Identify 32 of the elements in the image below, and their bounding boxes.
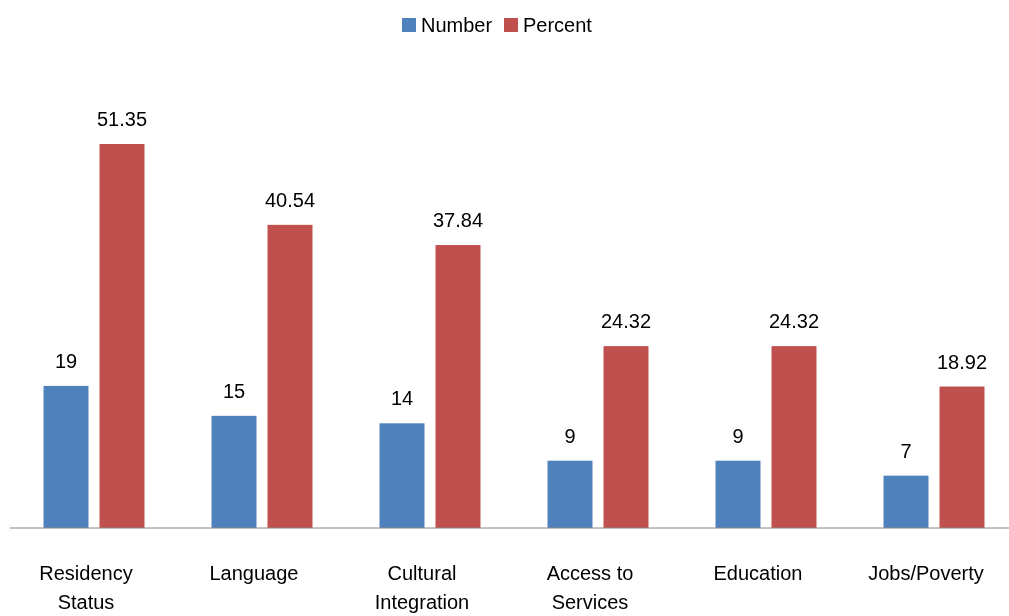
legend-label: Number [421, 14, 493, 36]
x-tick-label: Cultural Integration [374, 562, 470, 613]
data-label: 15 [222, 379, 246, 402]
data-label: 9 [564, 424, 576, 447]
data-label: 37.84 [432, 209, 484, 232]
bar [435, 245, 481, 528]
bar [939, 386, 985, 528]
bar [883, 475, 929, 528]
data-label: 40.54 [264, 188, 316, 211]
bar [547, 460, 593, 528]
data-label: 14 [390, 387, 414, 410]
data-label: 7 [900, 439, 912, 462]
x-tick-label: Language [209, 562, 299, 584]
data-label: 9 [732, 424, 744, 447]
data-label: 51.35 [96, 108, 148, 130]
bar [267, 224, 313, 528]
data-label: 24.32 [768, 310, 820, 333]
bar [43, 385, 89, 528]
bar [715, 460, 761, 528]
data-label: 19 [54, 349, 78, 372]
bar [603, 346, 649, 528]
data-label: 24.32 [600, 310, 652, 333]
x-tick-label: Jobs/Poverty [868, 562, 984, 584]
x-tick-label: Residency Status [39, 562, 133, 613]
x-tick-label: Access to Services [546, 562, 634, 613]
bar [211, 415, 257, 528]
bar [379, 423, 425, 528]
bar [771, 346, 817, 528]
data-label: 18.92 [936, 350, 988, 373]
x-tick-label: Education [713, 562, 803, 584]
bar [99, 144, 145, 528]
legend-label: Percent [523, 14, 593, 36]
